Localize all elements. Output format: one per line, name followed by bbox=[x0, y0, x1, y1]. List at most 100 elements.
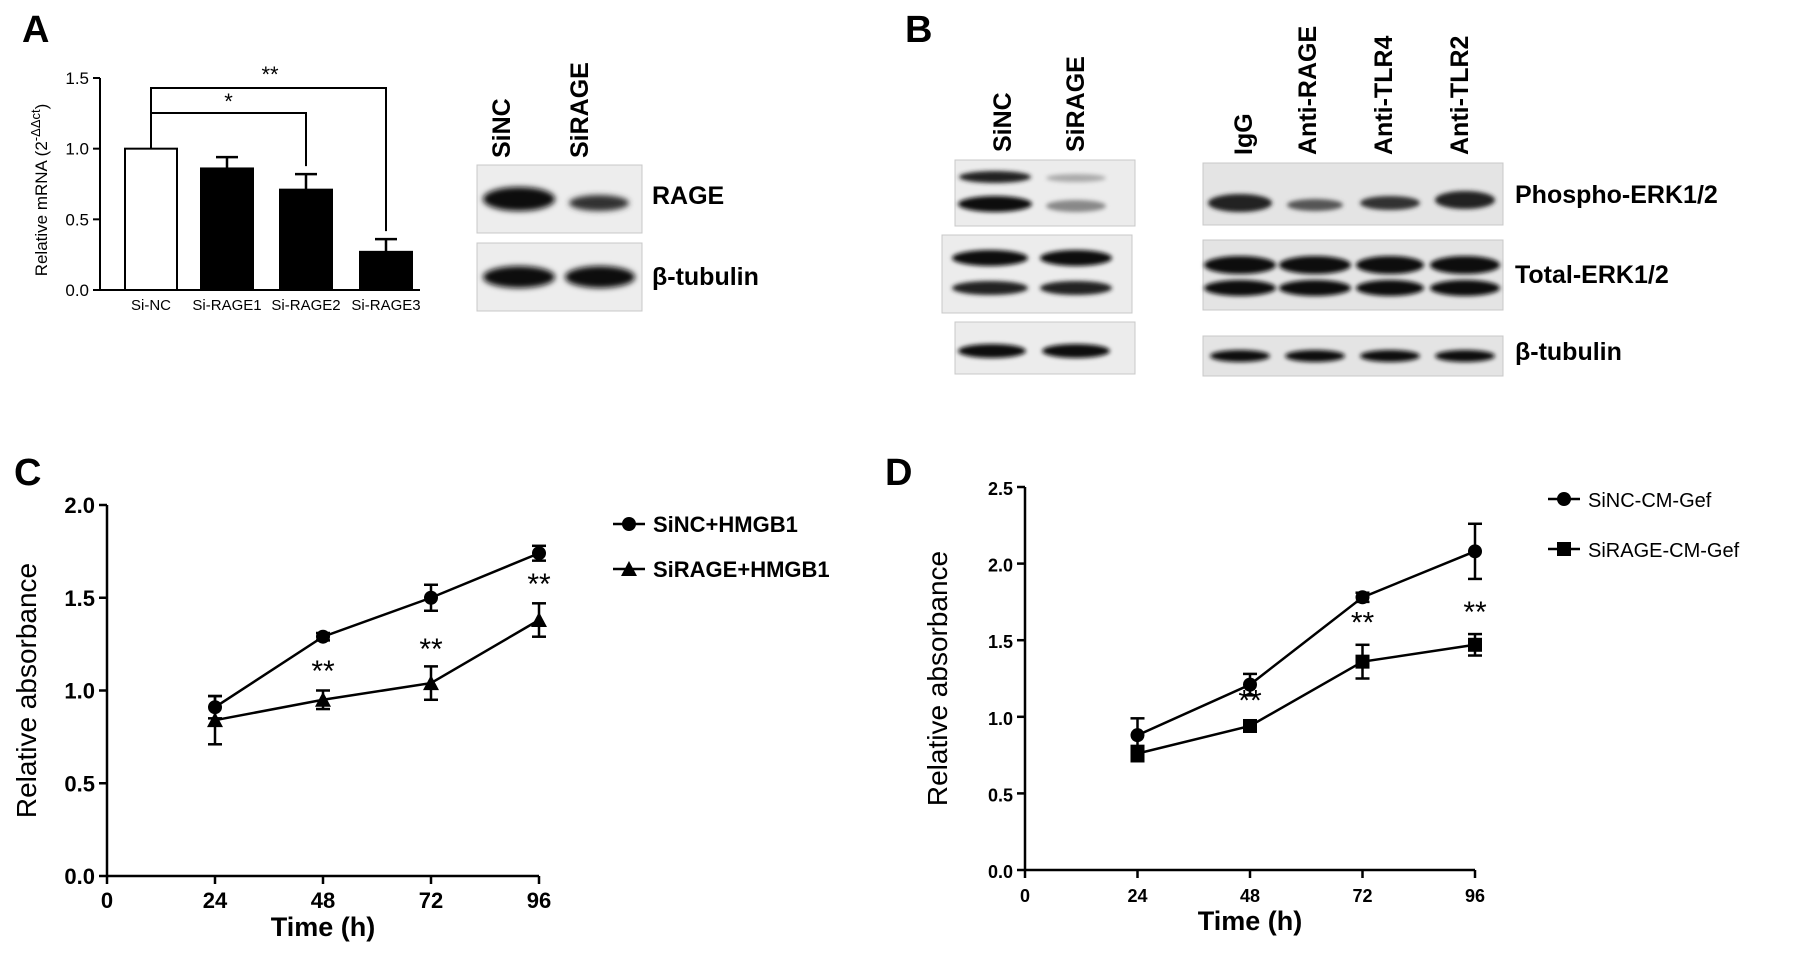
line-c-legend-label: SiRAGE+HMGB1 bbox=[653, 557, 830, 582]
line-c-x-tick-label: 0 bbox=[101, 888, 113, 913]
blot-b-band bbox=[1356, 280, 1424, 296]
panel-letter-c: C bbox=[14, 452, 41, 494]
blot-b-right-membrane-total bbox=[1202, 239, 1504, 311]
line-c-y-tick-label: 0.5 bbox=[64, 771, 95, 796]
blot-b-left-membrane-phospho bbox=[954, 159, 1136, 227]
blot-b-lane-label-anti-rage: Anti-RAGE bbox=[1294, 26, 1322, 155]
line-d-y-tick-label: 1.0 bbox=[988, 709, 1013, 729]
blot-b-band bbox=[959, 171, 1031, 183]
blot-b-band bbox=[1204, 256, 1276, 274]
panel-d-line-chart: 0.0 0.5 1.0 1.5 2.0 2.5 0 24 48 72 96 Time (h) Relat… bbox=[922, 479, 1740, 936]
line-d-series-2-point bbox=[1468, 637, 1482, 652]
bar-a-significance-bracket bbox=[150, 87, 387, 232]
bar-a-bar bbox=[124, 147, 178, 291]
line-d-series-1-point bbox=[1355, 590, 1370, 605]
blot-b-band bbox=[1430, 280, 1500, 296]
line-c-y-tick-label: 1.0 bbox=[64, 679, 95, 704]
blot-b-band bbox=[1435, 191, 1495, 209]
line-c-series-2-point bbox=[315, 691, 331, 707]
panel-letter-a: A bbox=[22, 9, 49, 51]
line-d-x-tick-label: 48 bbox=[1240, 886, 1260, 906]
line-d-legend-marker bbox=[1557, 492, 1571, 506]
bar-a-category-label: Si-RAGE3 bbox=[351, 297, 420, 314]
blot-a-lane-label-sirage: SiRAGE bbox=[566, 62, 594, 158]
line-c-series-1-point bbox=[532, 546, 546, 561]
blot-b-band bbox=[958, 196, 1032, 212]
line-d-legend-label: SiRAGE-CM-Gef bbox=[1588, 540, 1740, 562]
blot-b-band bbox=[952, 281, 1028, 295]
line-d-y-tick-label: 2.0 bbox=[988, 556, 1013, 576]
blot-b-lane-label-sinc: SiNC bbox=[989, 92, 1017, 152]
line-d-significance-label: ** bbox=[1351, 607, 1375, 640]
bar-a-y-tick-label: 1.0 bbox=[65, 140, 89, 159]
panel-c-line-chart: 0.0 0.5 1.0 1.5 2.0 0 24 48 72 96 Time (h) Relative… bbox=[11, 493, 830, 942]
line-c-x-tick-label: 48 bbox=[311, 888, 335, 913]
blot-b-band bbox=[1204, 280, 1276, 296]
line-c-significance-label: ** bbox=[311, 655, 335, 688]
bar-a-bar bbox=[279, 188, 333, 291]
line-d-y-tick-label: 2.5 bbox=[988, 479, 1013, 499]
bar-a-category-label: Si-NC bbox=[131, 297, 171, 314]
bar-a-bar bbox=[359, 250, 413, 291]
line-d-series-2-line bbox=[1137, 643, 1476, 755]
bar-a-bar bbox=[200, 167, 254, 292]
bar-a-y-tick-label: 0.0 bbox=[65, 281, 89, 300]
line-d-significance-label: ** bbox=[1238, 685, 1262, 718]
blot-b-band bbox=[1046, 200, 1106, 212]
bar-a-y-label-sup: -ΔΔct bbox=[28, 109, 43, 141]
line-c-y-tick-label: 1.5 bbox=[64, 586, 95, 611]
line-d-legend-marker bbox=[1557, 542, 1571, 556]
line-c-x-tick-label: 96 bbox=[527, 888, 551, 913]
blot-b-band bbox=[1430, 256, 1500, 274]
line-d-series-1-line bbox=[1136, 550, 1476, 737]
panel-letter-d: D bbox=[885, 452, 912, 494]
line-c-series-2-point bbox=[207, 712, 223, 728]
blot-b-band bbox=[1279, 280, 1351, 296]
blot-b-band bbox=[1435, 350, 1495, 362]
line-c-series-2-line bbox=[214, 618, 540, 722]
blot-b-lane-label-anti-tlr4: Anti-TLR4 bbox=[1370, 35, 1398, 155]
bar-a-category-label: Si-RAGE1 bbox=[192, 297, 261, 314]
line-c-series-1-point bbox=[316, 629, 330, 644]
blot-b-band bbox=[958, 344, 1026, 358]
blot-b-lane-label-igg: IgG bbox=[1230, 113, 1258, 155]
line-d-legend-label: SiNC-CM-Gef bbox=[1588, 490, 1712, 512]
blot-a-band bbox=[565, 266, 635, 288]
line-d-significance-label: ** bbox=[1463, 596, 1487, 629]
line-d-series-1-point bbox=[1130, 728, 1145, 743]
blot-a-band bbox=[483, 187, 555, 211]
line-c-series-1-line bbox=[214, 552, 540, 709]
blot-b-row-label-tubulin: β-tubulin bbox=[1515, 338, 1622, 366]
line-c-legend-marker bbox=[621, 561, 637, 576]
line-c-y-tick-label: 0.0 bbox=[64, 864, 95, 889]
line-d-y-axis-label: Relative absorbance bbox=[922, 551, 953, 806]
blot-b-band bbox=[1042, 344, 1110, 358]
blot-b-band bbox=[1356, 256, 1424, 274]
line-c-x-tick-label: 24 bbox=[203, 888, 228, 913]
bar-a-y-axis-label: Relative mRNA (2-ΔΔct) bbox=[28, 104, 51, 277]
blot-a-row-label-rage: RAGE bbox=[652, 182, 724, 210]
panel-letter-b: B bbox=[905, 9, 932, 51]
blot-b-lane-label-sirage: SiRAGE bbox=[1062, 56, 1090, 152]
line-d-x-axis-label: Time (h) bbox=[1198, 906, 1303, 936]
line-c-series-1-point bbox=[424, 590, 438, 605]
line-c-y-tick-label: 2.0 bbox=[64, 493, 95, 518]
bar-a-category-label: Si-RAGE2 bbox=[271, 297, 340, 314]
line-c-x-tick-label: 72 bbox=[419, 888, 443, 913]
line-c-legend-label: SiNC+HMGB1 bbox=[653, 512, 798, 537]
blot-b-band bbox=[1210, 350, 1270, 362]
panel-a-western-blot: SiNC SiRAGE RAGE β-tubulin bbox=[476, 62, 759, 312]
line-c-significance-label: ** bbox=[527, 568, 551, 601]
line-c-legend-marker bbox=[622, 517, 636, 531]
blot-b-row-label-total: Total-ERK1/2 bbox=[1515, 261, 1669, 289]
blot-a-band bbox=[569, 195, 629, 211]
line-d-series-2-point bbox=[1243, 718, 1257, 733]
blot-b-band bbox=[1360, 196, 1420, 210]
panel-a-bar-chart: 0.0 0.5 1.0 1.5 Relative mRNA (2-ΔΔct) Si-NC S… bbox=[28, 62, 421, 314]
line-c-series-2-point bbox=[423, 675, 439, 691]
line-d-y-tick-label: 0.0 bbox=[988, 862, 1013, 882]
line-d-y-tick-label: 1.5 bbox=[988, 632, 1013, 652]
line-d-series-1-point bbox=[1468, 544, 1482, 559]
line-d-x-tick-label: 72 bbox=[1352, 886, 1372, 906]
